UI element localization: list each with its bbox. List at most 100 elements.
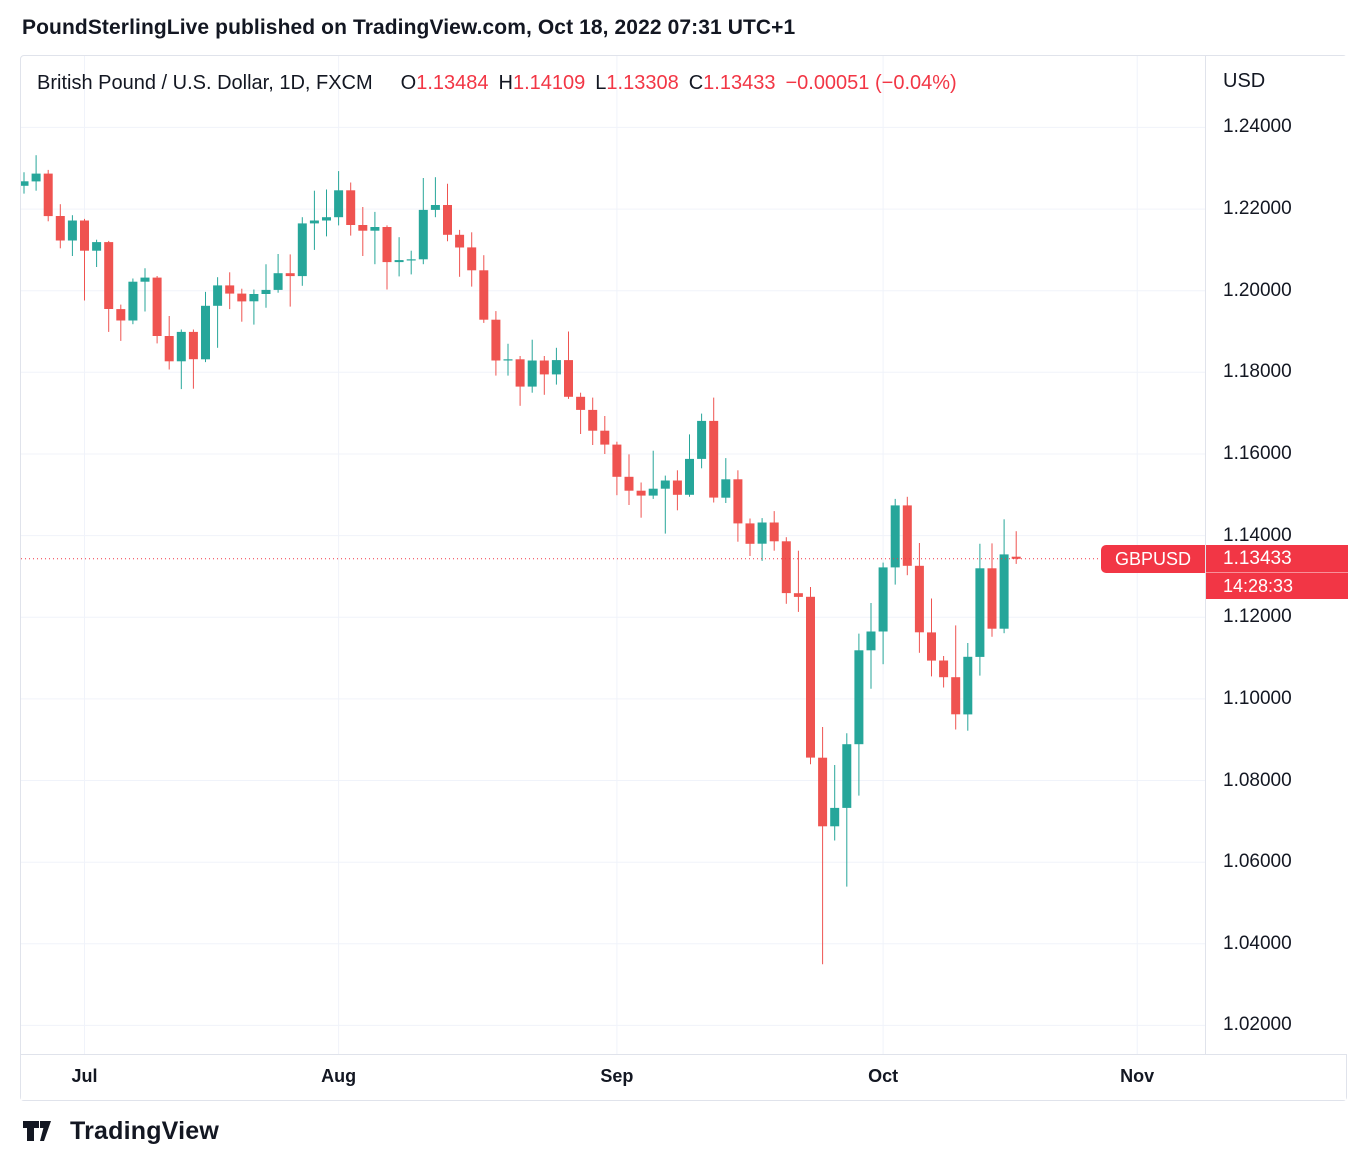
price-axis-label: 1.10000: [1223, 687, 1292, 709]
candle-body: [67, 220, 77, 241]
candle-body: [370, 227, 380, 231]
price-axis-label: 1.18000: [1223, 361, 1292, 383]
ohlc-high-label: H: [498, 72, 513, 94]
time-axis-label-jul: Jul: [71, 1066, 98, 1086]
axis-currency-label: USD: [1223, 70, 1266, 92]
last-price-badge: 1.13433 14:28:33: [1206, 544, 1348, 599]
price-axis-label: 1.20000: [1223, 279, 1292, 301]
ohlc-change-value: −0.00051 (−0.04%): [785, 72, 957, 94]
ohlc-open-label: O: [400, 72, 417, 94]
candle-body: [781, 541, 791, 594]
candle-body: [213, 285, 223, 306]
candle-body: [600, 430, 610, 445]
chart-frame: British Pound / U.S. Dollar, 1D, FXCM O 1.…: [20, 55, 1348, 1101]
candle-body: [297, 223, 307, 277]
time-axis-label-aug: Aug: [321, 1066, 357, 1086]
candle-body: [697, 420, 707, 459]
candle-body: [128, 281, 138, 321]
candle-body: [769, 522, 779, 542]
candle-body: [854, 650, 864, 745]
candle-body: [201, 305, 210, 360]
candle-body: [709, 420, 719, 498]
candle-body: [346, 190, 356, 225]
price-axis-label: 1.24000: [1223, 116, 1292, 138]
tradingview-logo-icon: [22, 1116, 58, 1146]
candle-body: [237, 293, 247, 302]
candle-body: [612, 444, 622, 477]
candle-body: [152, 277, 162, 336]
symbol-title[interactable]: British Pound / U.S. Dollar, 1D, FXCM: [37, 72, 373, 94]
candle-body: [866, 631, 876, 651]
candle-body: [624, 476, 634, 491]
candle-body: [914, 565, 924, 633]
candle-body: [878, 567, 888, 632]
attribution-text: PoundSterlingLive published on TradingVi…: [22, 16, 796, 39]
candle-body: [334, 190, 344, 218]
price-axis-label: 1.08000: [1223, 769, 1292, 791]
candle-body: [55, 216, 65, 241]
candle-body: [104, 242, 114, 309]
candle-body: [116, 309, 126, 321]
candle-body: [648, 488, 658, 496]
candle-body: [249, 294, 259, 302]
candle-body: [564, 360, 573, 397]
footer-brand[interactable]: TradingView: [22, 1116, 219, 1146]
candle-body: [382, 227, 392, 263]
candle-body: [842, 744, 852, 808]
candle-body: [902, 505, 912, 566]
candle-body: [745, 523, 755, 544]
candle-body: [176, 331, 186, 362]
candle-body: [951, 677, 961, 715]
candle-body: [660, 480, 670, 489]
candle-body: [491, 319, 501, 361]
price-axis-label: 1.12000: [1223, 606, 1292, 628]
candle-body: [793, 593, 803, 597]
candle-body: [939, 660, 949, 678]
candlestick-chart[interactable]: [21, 56, 1205, 1054]
candle-body: [188, 331, 198, 360]
candle-body: [322, 217, 331, 221]
candle-body: [21, 181, 29, 186]
candle-body: [443, 205, 452, 235]
candle-body: [636, 490, 646, 496]
candle-body: [830, 807, 840, 827]
candle-body: [43, 173, 53, 217]
candle-body: [394, 260, 404, 263]
time-axis[interactable]: Jul Aug Sep Oct Nov: [21, 1054, 1346, 1100]
candle-body: [806, 596, 815, 758]
candle-body: [455, 234, 465, 248]
candle-body: [672, 480, 682, 495]
candle-body: [890, 505, 900, 568]
candle-body: [309, 220, 319, 224]
price-axis[interactable]: USD 1.13433 14:28:33 1.02000 1.04000 1.060…: [1205, 56, 1348, 1054]
candle-body: [685, 458, 694, 495]
candle-body: [92, 242, 102, 251]
candle-body: [406, 259, 416, 261]
candle-body: [430, 205, 440, 210]
ohlc-high-value: 1.14109: [512, 72, 586, 94]
symbol-price-line-badge: GBPUSD: [1100, 544, 1205, 573]
candle-body: [588, 409, 598, 431]
candle-body: [963, 656, 973, 715]
candle-body: [261, 289, 271, 294]
ohlc-close-value: 1.13433: [703, 72, 776, 94]
time-axis-label-oct: Oct: [868, 1066, 899, 1086]
time-axis-label-nov: Nov: [1120, 1066, 1155, 1086]
price-axis-label: 1.06000: [1223, 851, 1292, 873]
candle-body: [164, 336, 174, 362]
price-axis-label: 1.22000: [1223, 198, 1292, 220]
candle-body: [576, 396, 586, 410]
chart-title-bar: British Pound / U.S. Dollar, 1D, FXCM O 1.…: [37, 72, 957, 95]
candle-body: [479, 270, 489, 320]
candle-body: [818, 757, 828, 827]
price-axis-label: 1.14000: [1223, 524, 1292, 546]
candle-body: [757, 522, 767, 544]
candle-body: [733, 479, 743, 524]
candle-body: [527, 360, 537, 387]
bar-countdown: 14:28:33: [1206, 571, 1348, 599]
price-axis-label: 1.16000: [1223, 442, 1292, 464]
chart-pane[interactable]: British Pound / U.S. Dollar, 1D, FXCM O 1.…: [21, 56, 1205, 1054]
time-axis-label-sep: Sep: [600, 1066, 634, 1086]
ohlc-low-label: L: [595, 72, 607, 94]
candle-body: [987, 568, 997, 629]
